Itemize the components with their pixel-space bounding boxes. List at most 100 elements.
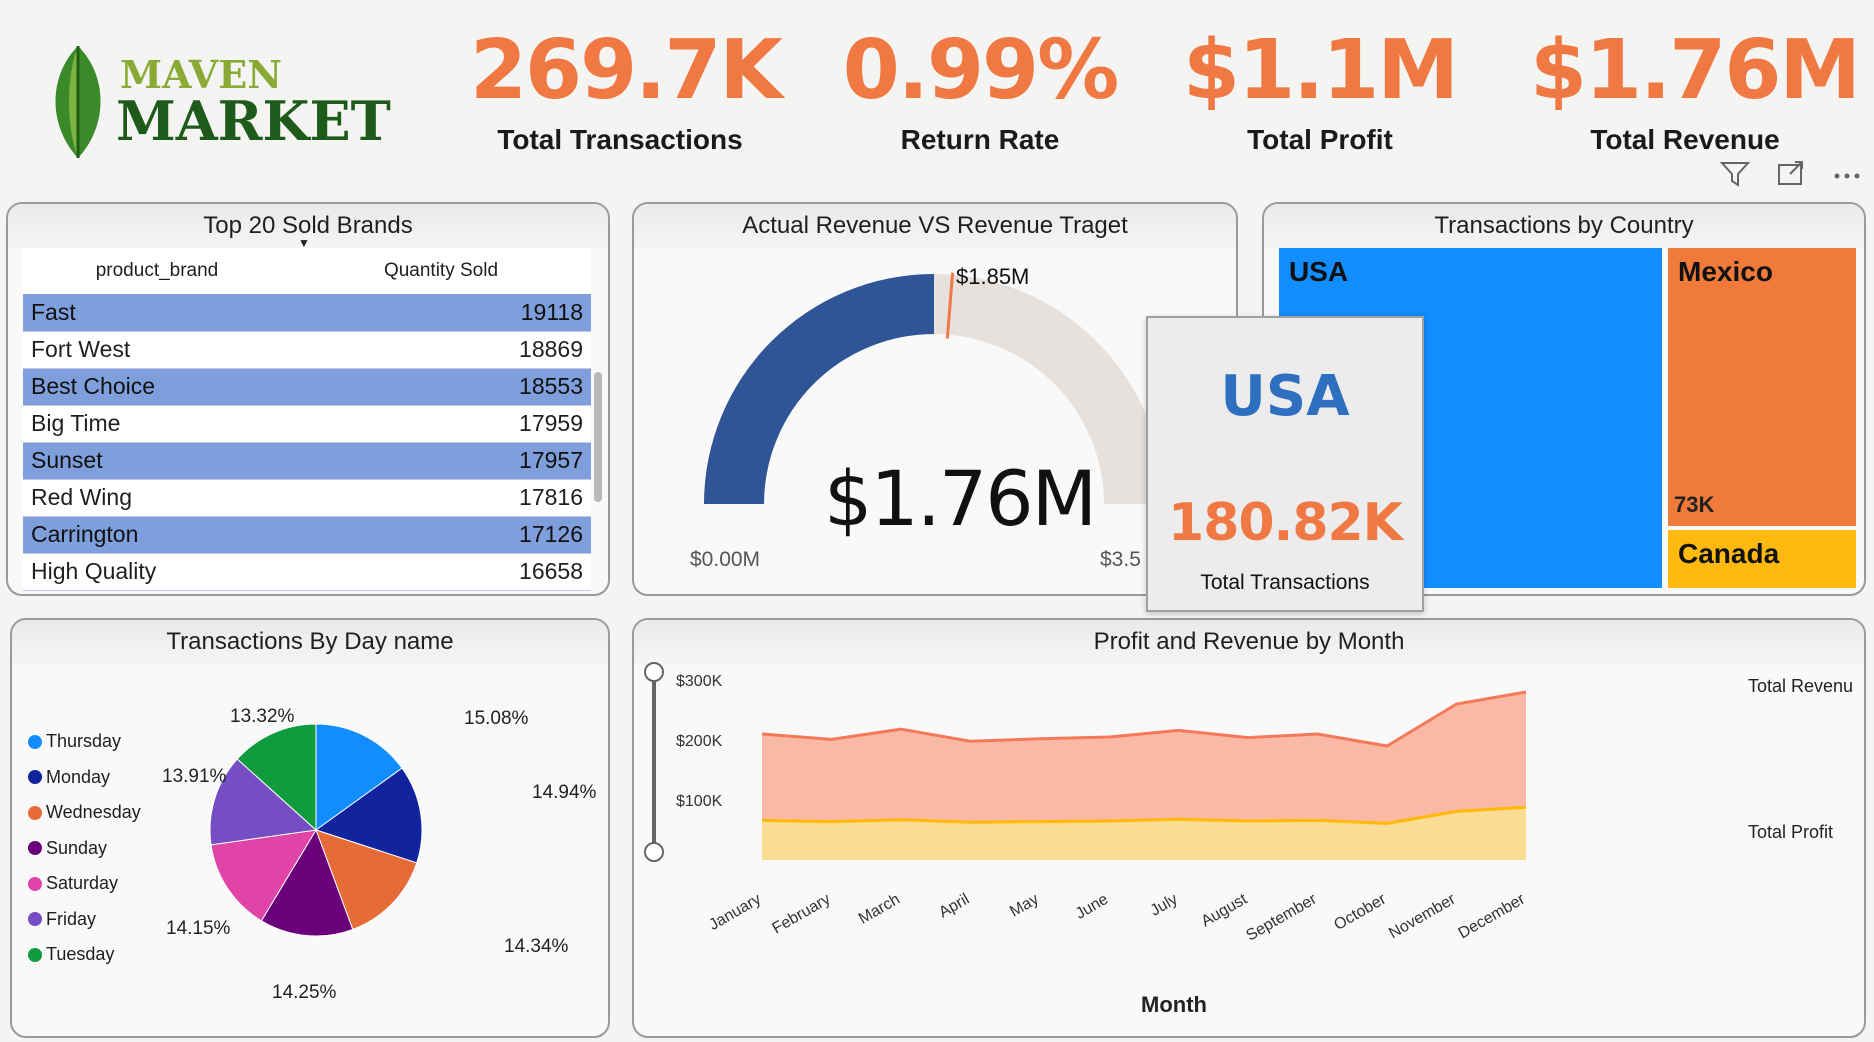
legend-dot — [28, 805, 42, 820]
legend-item[interactable]: Wednesday — [28, 795, 141, 831]
day-pie-chart — [209, 723, 423, 937]
month-area-chart: $300K $200K $100K January February March April… — [644, 662, 1529, 1017]
maven-market-logo: MAVEN MARKET — [48, 36, 418, 166]
quantity-cell: 19118 — [291, 294, 591, 332]
focus-mode-icon[interactable] — [1776, 160, 1806, 188]
table-row[interactable]: Sunset 17957 — [23, 442, 591, 480]
legend-label: Friday — [46, 908, 97, 929]
x-tick-label: March — [856, 891, 903, 928]
brand-cell: Sunset — [23, 442, 291, 480]
filter-icon[interactable] — [1720, 160, 1750, 188]
table-row[interactable]: Fort West 18869 — [23, 331, 591, 369]
kpi-total-revenue: $1.76M Total Revenue — [1530, 30, 1861, 156]
table-row[interactable]: Big Time 17959 — [23, 405, 591, 443]
table-row[interactable]: Fast 19118 — [23, 294, 591, 332]
gauge-chart — [704, 272, 1164, 504]
brand-cell: Red Wing — [23, 479, 291, 517]
pie-slice-sunday[interactable] — [260, 828, 354, 937]
legend-item[interactable]: Saturday — [28, 866, 141, 902]
month-area-panel: Profit and Revenue by Month $300K $200K $1… — [632, 618, 1866, 1038]
pie-pct-label: 14.94% — [532, 782, 597, 803]
zoom-slider-handle-bottom[interactable] — [644, 842, 664, 862]
y-tick-label: $200K — [676, 733, 723, 750]
tile-label: USA — [1289, 256, 1349, 287]
zoom-slider-handle-top[interactable] — [644, 662, 664, 682]
series-line-1[interactable] — [761, 805, 1527, 825]
gauge-target-label: $1.85M — [956, 264, 1030, 289]
x-tick-label: July — [1148, 891, 1181, 920]
pie-slice-thursday[interactable] — [315, 723, 403, 831]
sort-descending-icon[interactable]: ▼ — [298, 236, 310, 250]
legend-label: Saturday — [46, 873, 119, 894]
pie-pct-label: 14.25% — [272, 982, 337, 1003]
country-treemap-panel: Transactions by Country USA Mexico 73K C… — [1262, 202, 1866, 596]
pie-slice-tuesday[interactable] — [236, 723, 317, 832]
visual-toolbar — [1720, 160, 1862, 188]
quantity-cell: 17957 — [291, 442, 591, 480]
quantity-cell: 17126 — [291, 516, 591, 554]
table-row[interactable]: Carrington 17126 — [23, 516, 591, 554]
area-fill-1 — [762, 807, 1526, 860]
more-options-icon[interactable] — [1832, 160, 1862, 188]
legend-label: Wednesday — [46, 802, 141, 823]
pie-pct-label: 14.34% — [504, 936, 569, 957]
legend-dot — [28, 876, 42, 891]
legend-item[interactable]: Monday — [28, 760, 141, 796]
pie-slice-saturday[interactable] — [210, 829, 317, 922]
column-header-product-brand[interactable]: product_brand — [23, 248, 291, 294]
kpi-label: Total Revenue — [1590, 124, 1780, 155]
legend-dot — [28, 841, 42, 856]
pie-slice-friday[interactable] — [209, 758, 318, 846]
x-tick-label: October — [1331, 890, 1389, 934]
logo-line2: MARKET — [116, 89, 391, 153]
kpi-return-rate: 0.99% Return Rate — [830, 30, 1130, 156]
pie-slice-monday[interactable] — [314, 767, 423, 864]
treemap-tile-mexico[interactable]: Mexico — [1668, 248, 1856, 526]
hover-tooltip: USA 180.82K Total Transactions — [1146, 316, 1424, 612]
column-header-quantity-sold[interactable]: Quantity Sold — [291, 248, 591, 294]
x-tick-label: December — [1456, 890, 1529, 942]
pie-slice-wednesday[interactable] — [315, 829, 418, 931]
tooltip-value: 180.82K — [1168, 493, 1403, 553]
day-pie-panel: Transactions By Day name Thursday Monday… — [10, 618, 610, 1038]
series-label-profit: Total Profit — [1748, 822, 1834, 842]
tooltip-country: USA — [1220, 364, 1350, 429]
tile-value-label: 73K — [1674, 492, 1715, 517]
quantity-cell: 17816 — [291, 479, 591, 517]
pie-pct-label: 14.15% — [166, 918, 231, 939]
gauge-value-label: $1.76M — [824, 454, 1097, 543]
legend-item[interactable]: Friday — [28, 902, 141, 938]
kpi-value: 269.7K — [470, 23, 783, 118]
kpi-label: Total Transactions — [497, 124, 743, 155]
table-row[interactable]: Best Choice 18553 — [23, 368, 591, 406]
quantity-cell: 17959 — [291, 405, 591, 443]
legend-item[interactable]: Thursday — [28, 724, 141, 760]
x-tick-label: February — [770, 891, 834, 938]
legend-item[interactable]: Tuesday — [28, 937, 141, 973]
x-tick-label: November — [1386, 890, 1459, 942]
kpi-total-transactions: 269.7K Total Transactions — [470, 23, 783, 156]
leaf-icon — [55, 46, 101, 158]
pie-pct-label: 13.32% — [230, 706, 295, 727]
tile-label: Mexico — [1678, 256, 1773, 287]
panel-title: Transactions By Day name — [12, 620, 608, 664]
table-row[interactable]: Red Wing 17816 — [23, 479, 591, 517]
table-row[interactable]: High Quality 16658 — [23, 553, 591, 591]
x-tick-label: April — [936, 891, 972, 922]
legend-item[interactable]: Sunday — [28, 831, 141, 867]
panel-title: Top 20 Sold Brands — [8, 204, 608, 248]
pie-pct-label: 13.91% — [162, 766, 227, 787]
legend-label: Thursday — [46, 731, 122, 752]
quantity-cell: 18869 — [291, 331, 591, 369]
x-tick-label: January — [706, 891, 764, 934]
legend-dot — [28, 770, 42, 785]
table-scrollbar[interactable] — [594, 372, 602, 502]
series-label-revenue: Total Revenu — [1748, 676, 1854, 696]
y-tick-label: $300K — [676, 673, 723, 690]
treemap-tile-canada[interactable]: Canada — [1668, 530, 1856, 588]
legend-label: Monday — [46, 766, 111, 787]
series-line-0[interactable] — [761, 690, 1527, 748]
legend-label: Tuesday — [46, 944, 115, 965]
brand-cell: High Quality — [23, 553, 291, 591]
